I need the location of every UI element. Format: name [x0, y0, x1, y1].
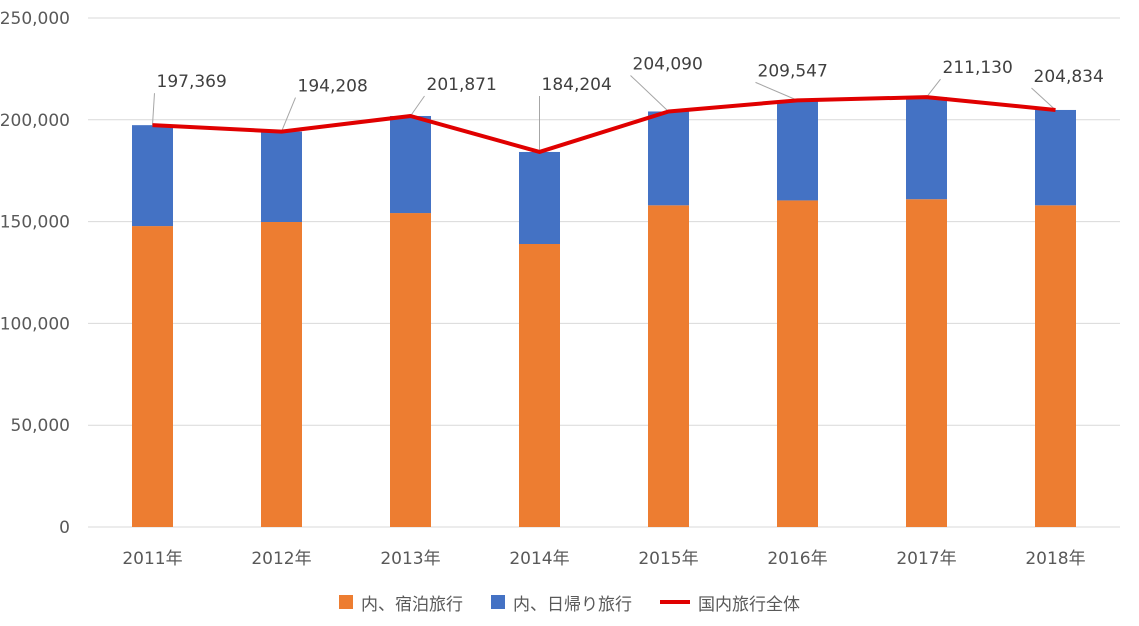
bar-daytrip — [648, 111, 689, 206]
data-label: 194,208 — [298, 77, 368, 97]
bar-daytrip — [1035, 109, 1076, 206]
bar-daytrip — [906, 97, 947, 200]
leader-line — [630, 75, 669, 112]
bar-lodging — [261, 222, 302, 527]
x-tick-label: 2013年 — [380, 549, 440, 569]
bar-daytrip — [132, 125, 173, 227]
bar-lodging — [648, 205, 689, 527]
x-tick-label: 2012年 — [251, 549, 311, 569]
y-axis-tick-labels: 0 50,000 100,000 150,000 200,000 250,000 — [0, 9, 70, 538]
total-line — [152, 95, 1056, 154]
x-tick-label: 2017年 — [896, 549, 956, 569]
total-line-path — [152, 95, 1056, 154]
data-label: 209,547 — [758, 61, 828, 81]
data-label-leader-lines — [152, 75, 1056, 152]
legend-item-total: 国内旅行全体 — [660, 590, 800, 615]
x-tick-label: 2014年 — [509, 549, 569, 569]
gridlines — [88, 17, 1120, 528]
x-tick-label: 2018年 — [1025, 549, 1085, 569]
legend-item-daytrip: 内、日帰り旅行 — [491, 590, 632, 615]
legend-item-lodging: 内、宿泊旅行 — [339, 590, 463, 615]
bar-lodging — [390, 213, 431, 527]
x-tick-label: 2016年 — [767, 549, 827, 569]
bar-lodging — [1035, 205, 1076, 527]
data-labels: 197,369 194,208 201,871 184,204 204,090 209,5… — [157, 54, 1104, 96]
legend-swatch-daytrip — [491, 595, 505, 609]
legend-label-daytrip: 内、日帰り旅行 — [513, 594, 632, 615]
bar-lodging — [906, 199, 947, 528]
y-tick-label: 50,000 — [11, 416, 70, 436]
bar-lodging — [132, 226, 173, 527]
leader-line — [755, 81, 798, 101]
y-tick-label: 0 — [59, 518, 70, 538]
data-label: 204,834 — [1034, 67, 1104, 87]
bar-lodging — [777, 200, 818, 527]
bars — [132, 97, 1076, 528]
bar-daytrip — [777, 100, 818, 201]
legend: 内、宿泊旅行 内、日帰り旅行 国内旅行全体 — [0, 588, 1139, 616]
data-label: 204,090 — [633, 54, 703, 74]
y-tick-label: 100,000 — [0, 314, 70, 334]
data-label: 197,369 — [157, 72, 227, 92]
y-tick-label: 200,000 — [0, 111, 70, 131]
leader-line — [152, 93, 155, 126]
x-tick-label: 2015年 — [638, 549, 698, 569]
legend-swatch-total — [660, 600, 690, 604]
legend-swatch-lodging — [339, 595, 353, 609]
x-axis-tick-labels: 2011年 2012年 2013年 2014年 2015年 2016年 2017年 2018年 — [122, 549, 1085, 569]
data-label: 211,130 — [943, 58, 1013, 78]
bar-lodging — [519, 243, 560, 527]
bar-daytrip — [519, 151, 560, 244]
legend-label-total: 国内旅行全体 — [698, 594, 800, 615]
stacked-bar-line-chart: 0 50,000 100,000 150,000 200,000 250,000 2011… — [0, 9, 1120, 569]
data-label: 201,871 — [427, 75, 497, 95]
leader-line — [926, 78, 941, 98]
legend-label-lodging: 内、宿泊旅行 — [361, 594, 463, 615]
leader-line — [1031, 87, 1056, 111]
y-tick-label: 250,000 — [0, 9, 70, 29]
data-label: 184,204 — [542, 75, 612, 95]
leader-line — [410, 95, 425, 117]
x-tick-label: 2011年 — [122, 549, 182, 569]
bar-daytrip — [390, 115, 431, 214]
bar-daytrip — [261, 131, 302, 223]
y-tick-label: 150,000 — [0, 213, 70, 233]
leader-line — [281, 97, 296, 132]
